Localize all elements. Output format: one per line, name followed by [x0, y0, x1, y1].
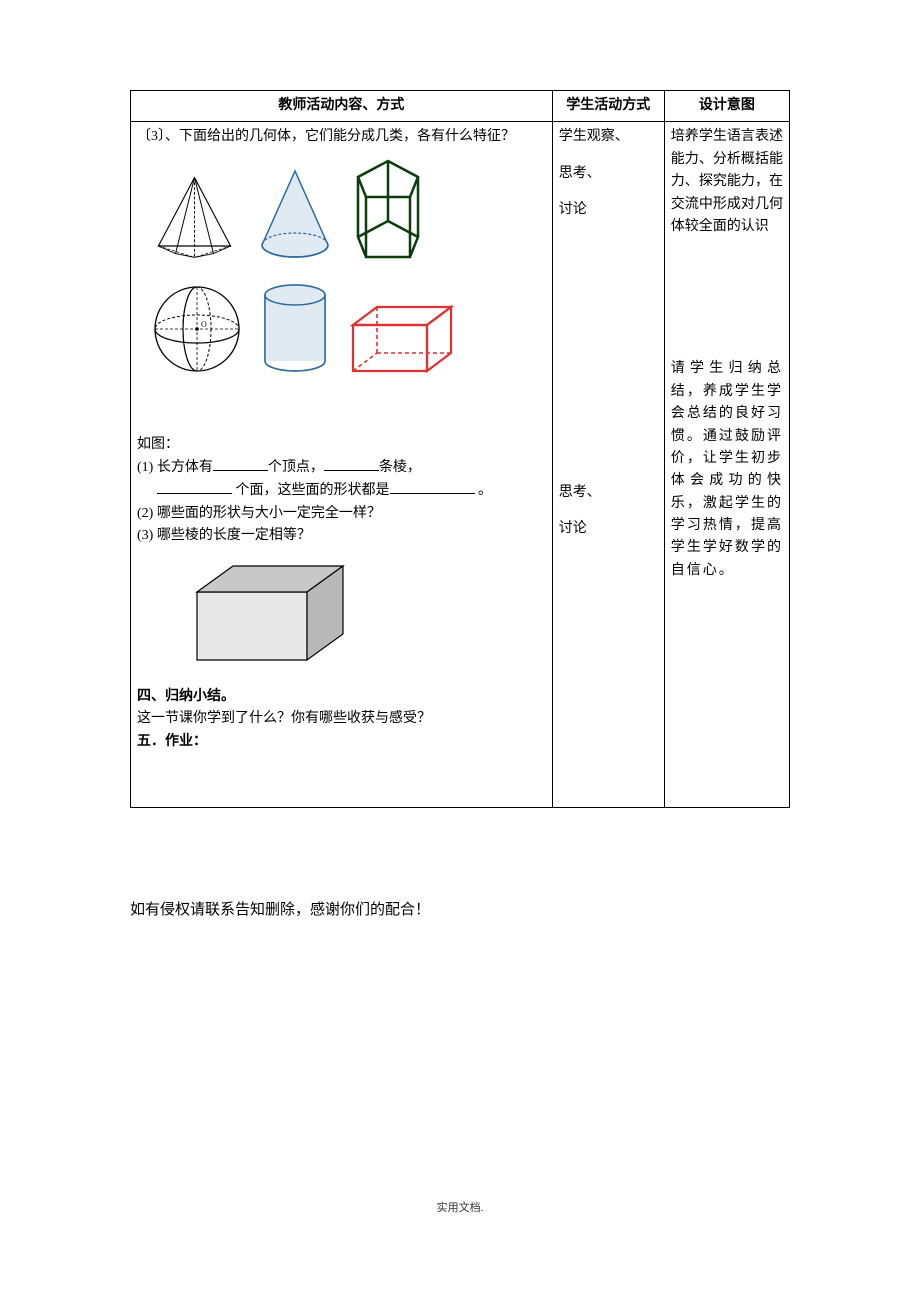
cylinder-icon: [255, 279, 335, 387]
purpose-para-1: 培养学生语言表述能力、分析概括能力、探究能力，在交流中形成对几何体较全面的认识: [671, 126, 783, 238]
section-4-title: 四、归纳小结。: [137, 686, 546, 708]
cone-icon: [250, 165, 340, 273]
student-p1: 学生观察、: [559, 126, 658, 148]
header-student: 学生活动方式: [552, 91, 664, 122]
gray-cuboid-icon: [187, 558, 546, 676]
question-3: 〔3〕、下面给出的几何体，它们能分成几类，各有什么特征？: [137, 126, 546, 148]
purpose-para-2: 请学生归纳总结，养成学生学会总结的良好习惯。通过鼓励评价，让学生初步体会成功的快…: [671, 358, 783, 582]
student-p4: 思考、: [559, 482, 658, 504]
student-p2: 思考、: [559, 163, 658, 185]
pentagonal-prism-icon: [348, 155, 428, 273]
pyramid-icon: [147, 170, 242, 273]
section-4-body: 这一节课你学到了什么？你有哪些收获与感受？: [137, 708, 546, 730]
cell-student-activity: 学生观察、 思考、 讨论 思考、 讨论: [552, 122, 664, 808]
fill-line-2: 个面，这些面的形状都是 。: [137, 479, 546, 502]
student-p5: 讨论: [559, 518, 658, 540]
shapes-row-1: [147, 155, 546, 273]
red-cuboid-icon: [343, 299, 463, 387]
fill-line-1: (1) 长方体有个顶点，条棱，: [137, 456, 546, 479]
section-5-title: 五．作业：: [137, 731, 546, 753]
header-teacher: 教师活动内容、方式: [131, 91, 553, 122]
page-footer-label: 实用文档.: [130, 1199, 790, 1215]
cell-design-purpose: 培养学生语言表述能力、分析概括能力、探究能力，在交流中形成对几何体较全面的认识 …: [664, 122, 789, 808]
fill-line-3: (2) 哪些面的形状与大小一定完全一样？: [137, 503, 546, 525]
lesson-plan-table: 教师活动内容、方式 学生活动方式 设计意图 〔3〕、下面给出的几何体，它们能分成…: [130, 90, 790, 808]
fill-line-4: (3) 哪些棱的长度一定相等？: [137, 525, 546, 547]
shapes-row-2: O: [147, 279, 546, 387]
sphere-icon: O: [147, 279, 247, 387]
svg-text:O: O: [201, 320, 207, 329]
rutu-label: 如图：: [137, 434, 546, 456]
cell-teacher-content: 〔3〕、下面给出的几何体，它们能分成几类，各有什么特征？: [131, 122, 553, 808]
header-purpose: 设计意图: [664, 91, 789, 122]
student-p3: 讨论: [559, 199, 658, 221]
copyright-notice: 如有侵权请联系告知删除，感谢你们的配合！: [130, 898, 790, 919]
